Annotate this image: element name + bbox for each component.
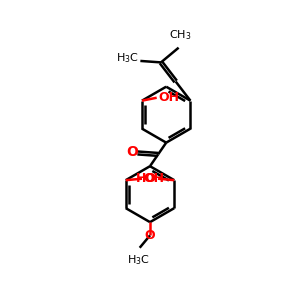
- Text: H$_3$C: H$_3$C: [116, 52, 139, 65]
- Text: H$_3$C: H$_3$C: [127, 253, 150, 267]
- Text: OH: OH: [143, 172, 164, 185]
- Text: O: O: [126, 145, 138, 159]
- Text: HO: HO: [136, 172, 157, 185]
- Text: OH: OH: [158, 91, 179, 103]
- Text: O: O: [145, 229, 155, 242]
- Text: CH$_3$: CH$_3$: [169, 28, 191, 42]
